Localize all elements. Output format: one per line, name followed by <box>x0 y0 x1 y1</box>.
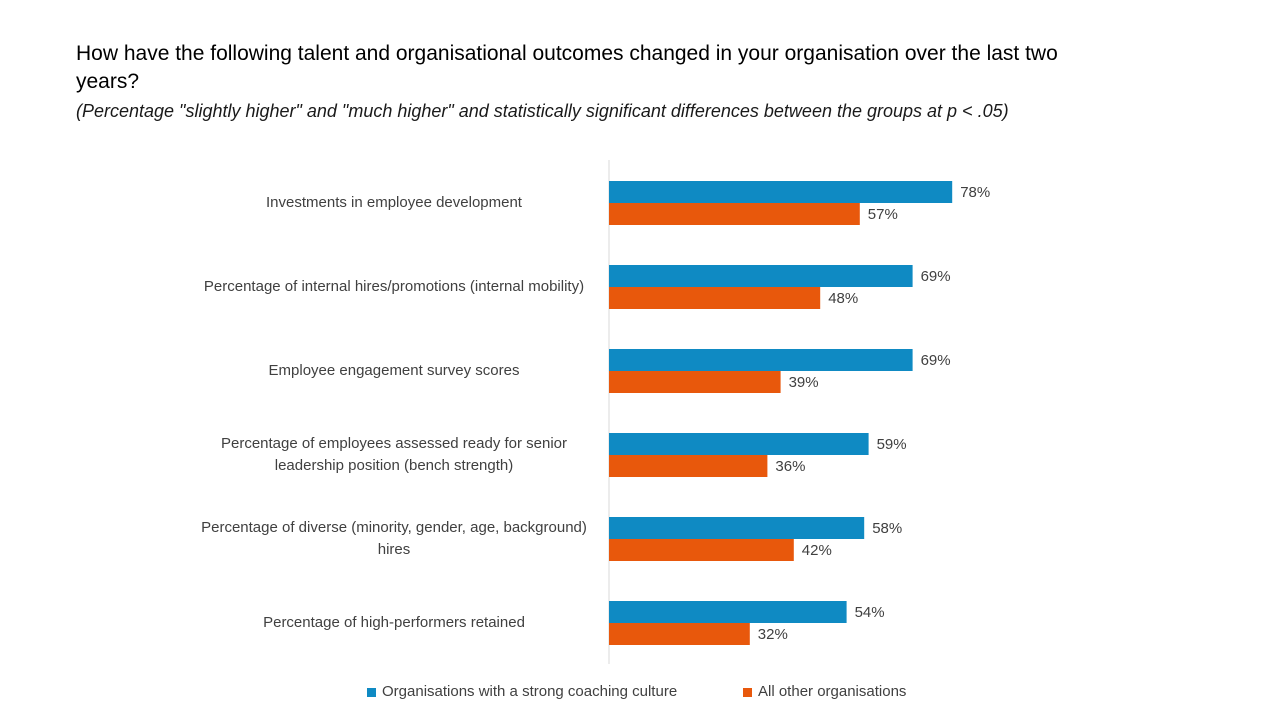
chart-subtitle: (Percentage "slightly higher" and "much … <box>76 101 1009 121</box>
legend-item-series-2: All other organisations <box>743 682 906 702</box>
bar-series-1-cat-6 <box>609 601 847 623</box>
data-label-series-1-cat-5: 58% <box>872 520 902 537</box>
data-label-series-1-cat-4: 59% <box>877 436 907 453</box>
category-label-4: Percentage of employees assessed ready f… <box>220 435 568 474</box>
data-label-series-1-cat-3: 69% <box>921 352 951 369</box>
category-label-3: Employee engagement survey scores <box>268 362 520 379</box>
data-label-series-2-cat-6: 32% <box>758 626 788 643</box>
bar-series-2-cat-4 <box>609 455 768 477</box>
bar-series-2-cat-5 <box>609 539 794 561</box>
legend-label-series-1: Organisations with a strong coaching cul… <box>382 683 678 700</box>
bar-series-1-cat-3 <box>609 349 913 371</box>
bar-series-1-cat-4 <box>609 433 869 455</box>
bar-series-2-cat-1 <box>609 203 860 225</box>
data-label-series-2-cat-1: 57% <box>868 206 898 223</box>
bar-series-2-cat-3 <box>609 371 781 393</box>
data-label-series-2-cat-2: 48% <box>828 290 858 307</box>
data-label-series-2-cat-4: 36% <box>775 458 805 475</box>
bar-series-2-cat-6 <box>609 623 750 645</box>
legend-swatch-series-1 <box>367 687 376 697</box>
legend-swatch-series-2 <box>743 687 752 697</box>
category-label-6: Percentage of high-performers retained <box>263 614 525 631</box>
legend-item-series-1: Organisations with a strong coaching cul… <box>367 682 677 702</box>
data-label-series-1-cat-6: 54% <box>855 604 885 621</box>
bar-series-1-cat-2 <box>609 265 913 287</box>
bar-series-2-cat-2 <box>609 287 821 309</box>
category-label-2: Percentage of internal hires/promotions … <box>203 278 585 295</box>
category-label-1: Investments in employee development <box>266 194 522 211</box>
chart-title: How have the following talent and organi… <box>76 42 1058 93</box>
data-label-series-1-cat-2: 69% <box>921 268 951 285</box>
bar-series-1-cat-5 <box>609 517 865 539</box>
legend-label-series-2: All other organisations <box>758 683 907 700</box>
data-label-series-2-cat-3: 39% <box>789 374 819 391</box>
data-label-series-1-cat-1: 78% <box>960 184 990 201</box>
legend: Organisations with a strong coaching cul… <box>0 682 1280 704</box>
data-label-series-2-cat-5: 42% <box>802 542 832 559</box>
category-label-5: Percentage of diverse (minority, gender,… <box>201 519 587 558</box>
bar-series-1-cat-1 <box>609 181 953 203</box>
